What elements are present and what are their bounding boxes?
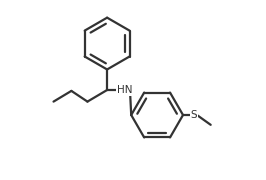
Text: S: S bbox=[190, 110, 197, 120]
Text: HN: HN bbox=[117, 85, 133, 95]
